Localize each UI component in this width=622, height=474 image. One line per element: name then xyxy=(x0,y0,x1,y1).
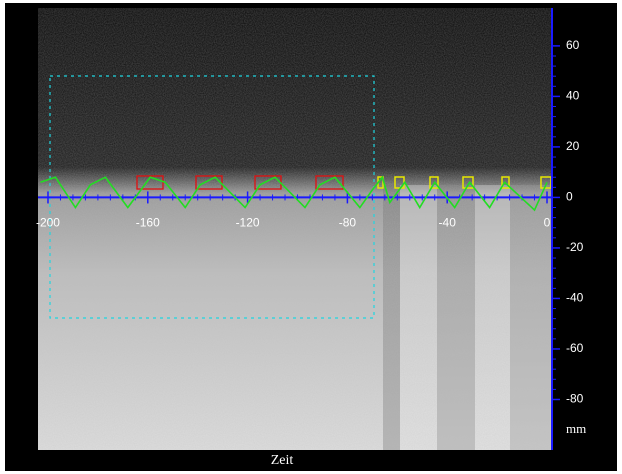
y-tick-label: 0 xyxy=(566,190,573,204)
y-tick-label: 40 xyxy=(566,89,580,103)
x-tick-label: -80 xyxy=(339,216,357,230)
y-tick-label: -20 xyxy=(566,240,584,254)
x-tick-label: -160 xyxy=(136,216,160,230)
y-tick-label: 20 xyxy=(566,139,580,153)
x-tick-label: -200 xyxy=(36,216,60,230)
y-unit: mm xyxy=(566,421,586,436)
x-tick-label: -40 xyxy=(439,216,457,230)
y-tick-label: 60 xyxy=(566,38,580,52)
profile-line xyxy=(40,175,548,212)
y-tick-label: -40 xyxy=(566,291,584,305)
x-tick-label: 0 xyxy=(544,216,551,230)
red-markers xyxy=(136,175,344,190)
y-tick-label: -60 xyxy=(566,341,584,355)
scan-noise xyxy=(38,8,552,450)
y-tick-label: -80 xyxy=(566,392,584,406)
x-axis-title: Zeit xyxy=(271,453,294,468)
x-tick-label: -120 xyxy=(236,216,260,230)
